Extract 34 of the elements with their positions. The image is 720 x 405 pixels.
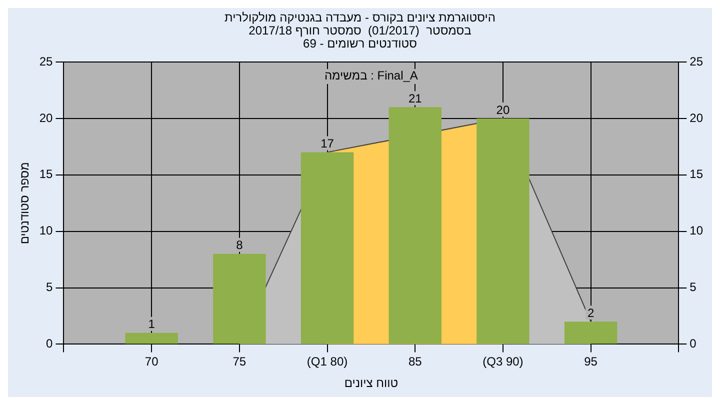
chart-title: היסטוגרמת ציונים בקורס - מעבדה בגנטיקה מולקולרית בסמסטר (01/2017) סמסטר חורף 2017/18 סטודנטים רשומים - 69	[224, 10, 496, 50]
y2-tick-label: 15	[690, 167, 704, 182]
y-tick-label: 0	[46, 336, 54, 351]
y-tick-label: 20	[39, 110, 54, 125]
bar	[564, 322, 618, 344]
y2-tick-label: 25	[690, 54, 704, 68]
x-axis-title: טווח ציונים	[344, 376, 398, 390]
y2-tick-label: 20	[690, 110, 704, 125]
bar	[213, 254, 266, 344]
data-label: 1	[148, 317, 156, 332]
x-tick-label: 85	[408, 354, 422, 369]
bar	[388, 107, 442, 344]
x-tick-label: 70	[144, 354, 159, 369]
x-tick-label: (Q1 80)	[306, 354, 348, 369]
data-label: 2	[587, 306, 594, 320]
bar	[300, 152, 354, 344]
bar	[476, 118, 530, 344]
x-tick-label: 75	[232, 354, 246, 369]
y-tick-label: 10	[39, 224, 54, 238]
y2-tick-label: 0	[690, 336, 697, 351]
y-tick-label: 25	[39, 54, 54, 68]
y-tick-label: 5	[46, 280, 54, 294]
data-label: 21	[408, 91, 422, 106]
bar	[125, 332, 178, 344]
y-axis-title: מספר סטודנטים	[18, 162, 32, 244]
x-tick-label: 95	[584, 354, 598, 369]
data-label: 8	[236, 238, 244, 252]
annotation: במשימה : Final_A	[324, 68, 418, 82]
x-tick-label: (Q3 90)	[482, 354, 524, 369]
y2-tick-label: 10	[690, 224, 704, 238]
data-label: 20	[496, 102, 510, 117]
y-tick-label: 15	[39, 167, 54, 182]
y2-tick-label: 5	[690, 280, 697, 294]
data-label: 17	[320, 136, 334, 151]
